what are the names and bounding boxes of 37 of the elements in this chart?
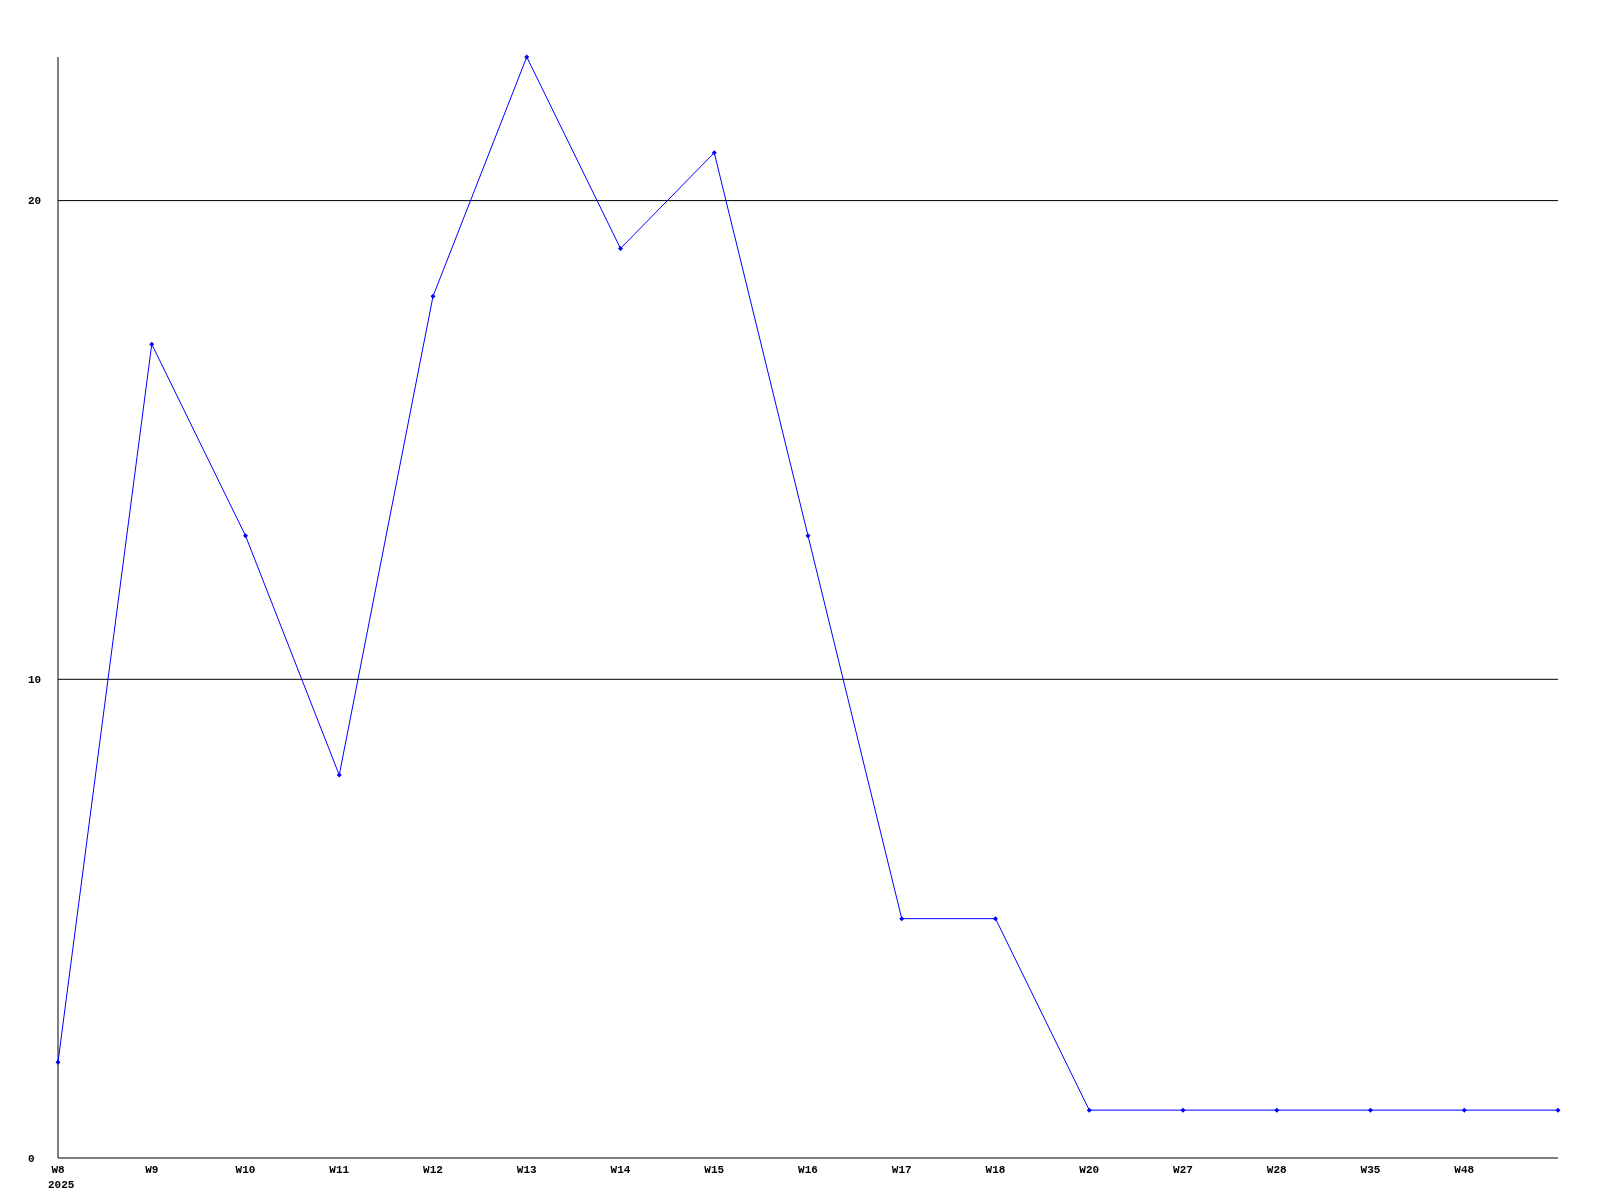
point: [1461, 1107, 1467, 1113]
y-tick-label: 20: [28, 195, 42, 208]
y-tick-label: 10: [28, 674, 42, 687]
point: [1086, 1107, 1092, 1113]
y-tick-label: 0: [28, 1152, 35, 1165]
x-tick-label: W16: [798, 1164, 818, 1176]
x-tick-label: W15: [704, 1164, 725, 1176]
point: [149, 341, 155, 347]
point: [899, 916, 905, 922]
point: [1274, 1107, 1280, 1113]
point: [993, 916, 998, 922]
point: [524, 54, 530, 60]
point: [336, 772, 342, 778]
x-tick-label: W11: [329, 1164, 350, 1176]
point: [55, 1059, 61, 1065]
x-tick-label: W12: [423, 1164, 443, 1176]
x-tick-label: W27: [1173, 1164, 1193, 1176]
point: [1368, 1107, 1373, 1113]
x-tick-label: W9: [145, 1164, 159, 1176]
x-tick-label: W20: [1079, 1164, 1100, 1176]
point: [430, 293, 436, 299]
point: [618, 245, 623, 251]
point: [243, 533, 248, 539]
x-tick-label: W28: [1266, 1164, 1288, 1176]
point: [711, 150, 717, 156]
x-tick-label: W48: [1454, 1164, 1475, 1176]
text: 2025: [48, 1179, 75, 1191]
point: [1180, 1107, 1186, 1113]
point: [1555, 1107, 1561, 1113]
x-tick-label: W13: [516, 1164, 538, 1176]
x-tick-label: W35: [1360, 1164, 1381, 1176]
x-tick-label: W14: [610, 1164, 631, 1176]
x-tick-label: W10: [235, 1164, 256, 1176]
x-tick-label: W18: [985, 1164, 1006, 1176]
point: [805, 533, 811, 539]
x-tick-label: W8: [51, 1164, 65, 1176]
x-tick-label: W17: [891, 1164, 912, 1176]
